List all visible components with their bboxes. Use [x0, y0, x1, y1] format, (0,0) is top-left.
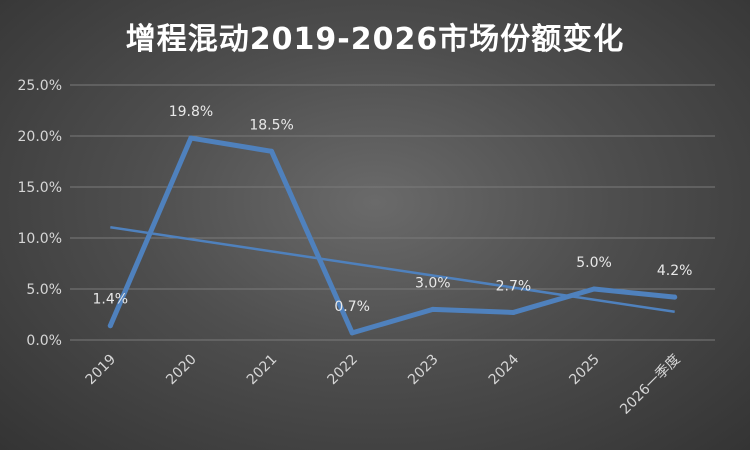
y-tick-label: 20.0% [18, 129, 62, 145]
chart-title: 增程混动2019-2026市场份额变化 [125, 22, 625, 57]
x-tick-label: 2020 [163, 352, 200, 389]
series-line [107, 135, 678, 336]
data-label: 2.7% [496, 278, 532, 294]
data-point [591, 286, 597, 292]
y-tick-label: 5.0% [26, 282, 62, 298]
data-label: 19.8% [169, 104, 213, 120]
data-point [430, 306, 436, 312]
data-point [349, 330, 355, 336]
y-tick-label: 0.0% [26, 333, 62, 349]
data-label: 5.0% [576, 255, 612, 271]
data-point [269, 148, 275, 154]
data-label: 4.2% [657, 263, 693, 279]
trendline [110, 225, 675, 314]
data-label: 0.7% [334, 299, 370, 315]
data-point [107, 323, 113, 329]
data-label: 3.0% [415, 275, 451, 291]
x-tick-label: 2023 [405, 352, 442, 389]
data-point [510, 309, 516, 315]
y-tick-label: 15.0% [18, 180, 62, 196]
data-label: 1.4% [93, 292, 129, 308]
x-tick-label: 2019 [83, 352, 120, 389]
x-tick-label: 2026一季度 [617, 352, 683, 418]
data-point [672, 294, 678, 300]
x-tick-label: 2024 [486, 351, 523, 388]
y-tick-label: 10.0% [18, 231, 62, 247]
x-tick-label: 2025 [566, 352, 603, 389]
y-tick-label: 25.0% [18, 78, 62, 94]
data-label: 18.5% [249, 117, 293, 133]
x-tick-label: 2021 [244, 352, 281, 389]
x-tick-label: 2022 [325, 352, 362, 389]
data-point [188, 135, 194, 141]
